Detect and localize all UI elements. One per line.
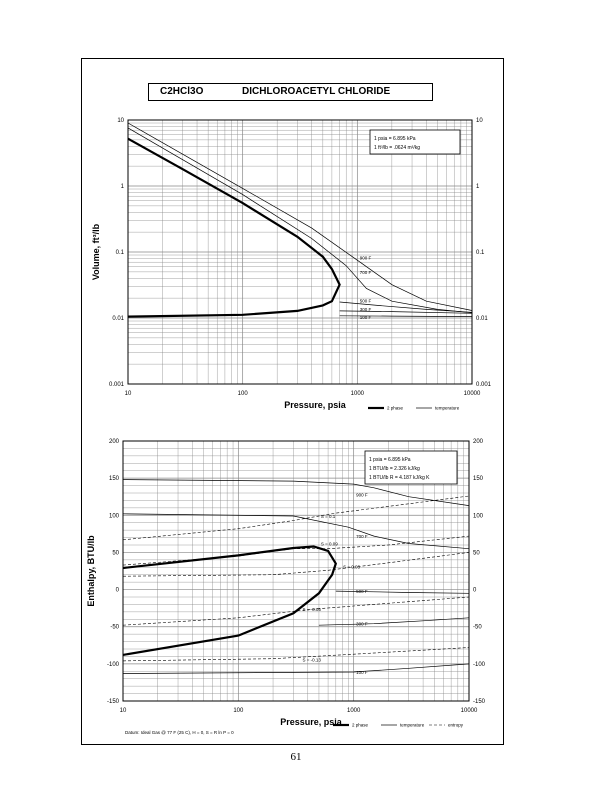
y-tick-label-right: 100 (473, 513, 484, 519)
legend-label: temperature (400, 723, 425, 728)
curve-label: 900 F (356, 492, 368, 497)
info-box-line: 1 psia = 6.895 kPa (369, 457, 411, 463)
curve-label: 500 F (360, 298, 372, 303)
temperature-line (127, 127, 473, 314)
curve-label: S = 0.03 (343, 565, 360, 570)
temperature-line (339, 310, 473, 314)
y-tick-label: -50 (110, 625, 119, 631)
curve-label: S = -0.05 (302, 607, 321, 612)
curve-label: 300 F (356, 622, 368, 627)
y-tick-label: 50 (112, 550, 119, 556)
temperature-line (127, 122, 473, 311)
curve-label: 100 F (360, 315, 372, 320)
y-tick-label: 0 (116, 588, 120, 594)
legend-label: temperature (435, 406, 460, 411)
entropy-line (122, 647, 470, 662)
temperature-line (122, 663, 470, 674)
y-tick-label: 10 (117, 118, 124, 124)
temperature-line (339, 301, 473, 313)
entropy-line (122, 596, 470, 626)
legend-label: 2 phase (387, 406, 404, 411)
plot-border (127, 119, 473, 385)
y-axis-title: Enthalpy, BTU/lb (86, 535, 96, 607)
x-tick-label: 10 (120, 708, 127, 714)
entropy-line (122, 552, 470, 577)
y-tick-label-right: 200 (473, 439, 484, 445)
info-box (369, 129, 461, 155)
legend: 2 phase temperature entropy (333, 723, 464, 728)
curve-label: 500 F (356, 589, 368, 594)
y-tick-label-right: -100 (473, 662, 486, 668)
page-frame (81, 58, 504, 745)
temperature-line (339, 315, 473, 317)
plot-border (122, 440, 470, 702)
y-axis-title: Volume, ft³/lb (91, 223, 101, 280)
y-tick-label-right: 10 (476, 118, 483, 124)
y-tick-label-right: -50 (473, 625, 482, 631)
y-tick-label-right: 0.1 (476, 250, 485, 256)
curve-label: 900 F (360, 256, 372, 261)
y-tick-label-right: 150 (473, 476, 484, 482)
y-tick-label-right: 0.001 (476, 382, 492, 388)
y-tick-label-right: 0 (473, 588, 477, 594)
x-tick-label: 100 (238, 391, 249, 397)
temperature-line (122, 479, 470, 506)
y-tick-label: 0.001 (109, 382, 125, 388)
legend-label: 2 phase (352, 723, 369, 728)
temperature-line (335, 590, 470, 594)
compound-name: DICHLOROACETYL CHLORIDE (242, 86, 391, 97)
y-tick-label-right: -150 (473, 699, 486, 705)
saturation-dome (127, 137, 341, 318)
chart-enthalpy: 10 100 1000 10000-150-100-50050100150200-15… (86, 439, 486, 735)
info-box-line: 1 psia = 6.895 kPa (374, 136, 416, 142)
page-number: 61 (290, 751, 302, 763)
x-axis-title: Pressure, psia (284, 400, 347, 410)
legend-label: entropy (448, 723, 464, 728)
y-tick-label: 200 (109, 439, 120, 445)
info-box-line: 1 BTU/lb R = 4.187 kJ/kg K (369, 475, 430, 481)
y-tick-label-right: 0.01 (476, 316, 488, 322)
info-box-line: 1 ft³/lb = .0624 m³/kg (374, 145, 420, 151)
curve-label: 300 F (360, 307, 372, 312)
x-tick-label: 1000 (347, 708, 361, 714)
y-tick-label: 0.1 (116, 250, 125, 256)
y-tick-label: -100 (107, 662, 120, 668)
x-tick-label: 1000 (351, 391, 365, 397)
y-tick-label-right: 1 (476, 184, 480, 190)
curve-label: S = -0.13 (302, 657, 321, 662)
x-axis-title: Pressure, psia (280, 717, 343, 727)
y-tick-label: 1 (121, 184, 125, 190)
entropy-line (122, 495, 470, 541)
temperature-line (122, 513, 470, 550)
x-tick-label: 100 (233, 708, 244, 714)
x-tick-label: 10 (125, 391, 132, 397)
legend: 2 phase temperature (368, 406, 460, 411)
y-tick-label: 0.01 (112, 316, 124, 322)
temperature-line (318, 617, 470, 626)
chart-volume: 10 100 1000 100000.0010.010.11100.0010.010.… (91, 118, 492, 411)
info-box (364, 450, 458, 485)
curve-label: 700 F (360, 270, 372, 275)
y-tick-label: 100 (109, 513, 120, 519)
y-tick-label: 150 (109, 476, 120, 482)
y-tick-label: -150 (107, 699, 120, 705)
grid (127, 120, 472, 385)
curve-label: 700 F (356, 534, 368, 539)
compound-formula: C2HCl3O (160, 86, 204, 97)
x-tick-label: 10000 (461, 708, 478, 714)
entropy-line (122, 535, 470, 566)
curve-label: S = 0.09 (321, 542, 338, 547)
saturation-dome (122, 545, 338, 656)
y-tick-label-right: 50 (473, 550, 480, 556)
title-box: C2HCl3O DICHLOROACETYL CHLORIDE (148, 83, 433, 101)
curve-label: 100 F (356, 670, 368, 675)
info-box-line: 1 BTU/lb = 2.326 kJ/kg (369, 466, 420, 472)
curve-label: S = 0.1 (321, 514, 336, 519)
x-tick-label: 10000 (464, 391, 481, 397)
footnote: Datum: Ideal Gas @ 77 F (25 C), H = 0, S… (125, 730, 234, 735)
